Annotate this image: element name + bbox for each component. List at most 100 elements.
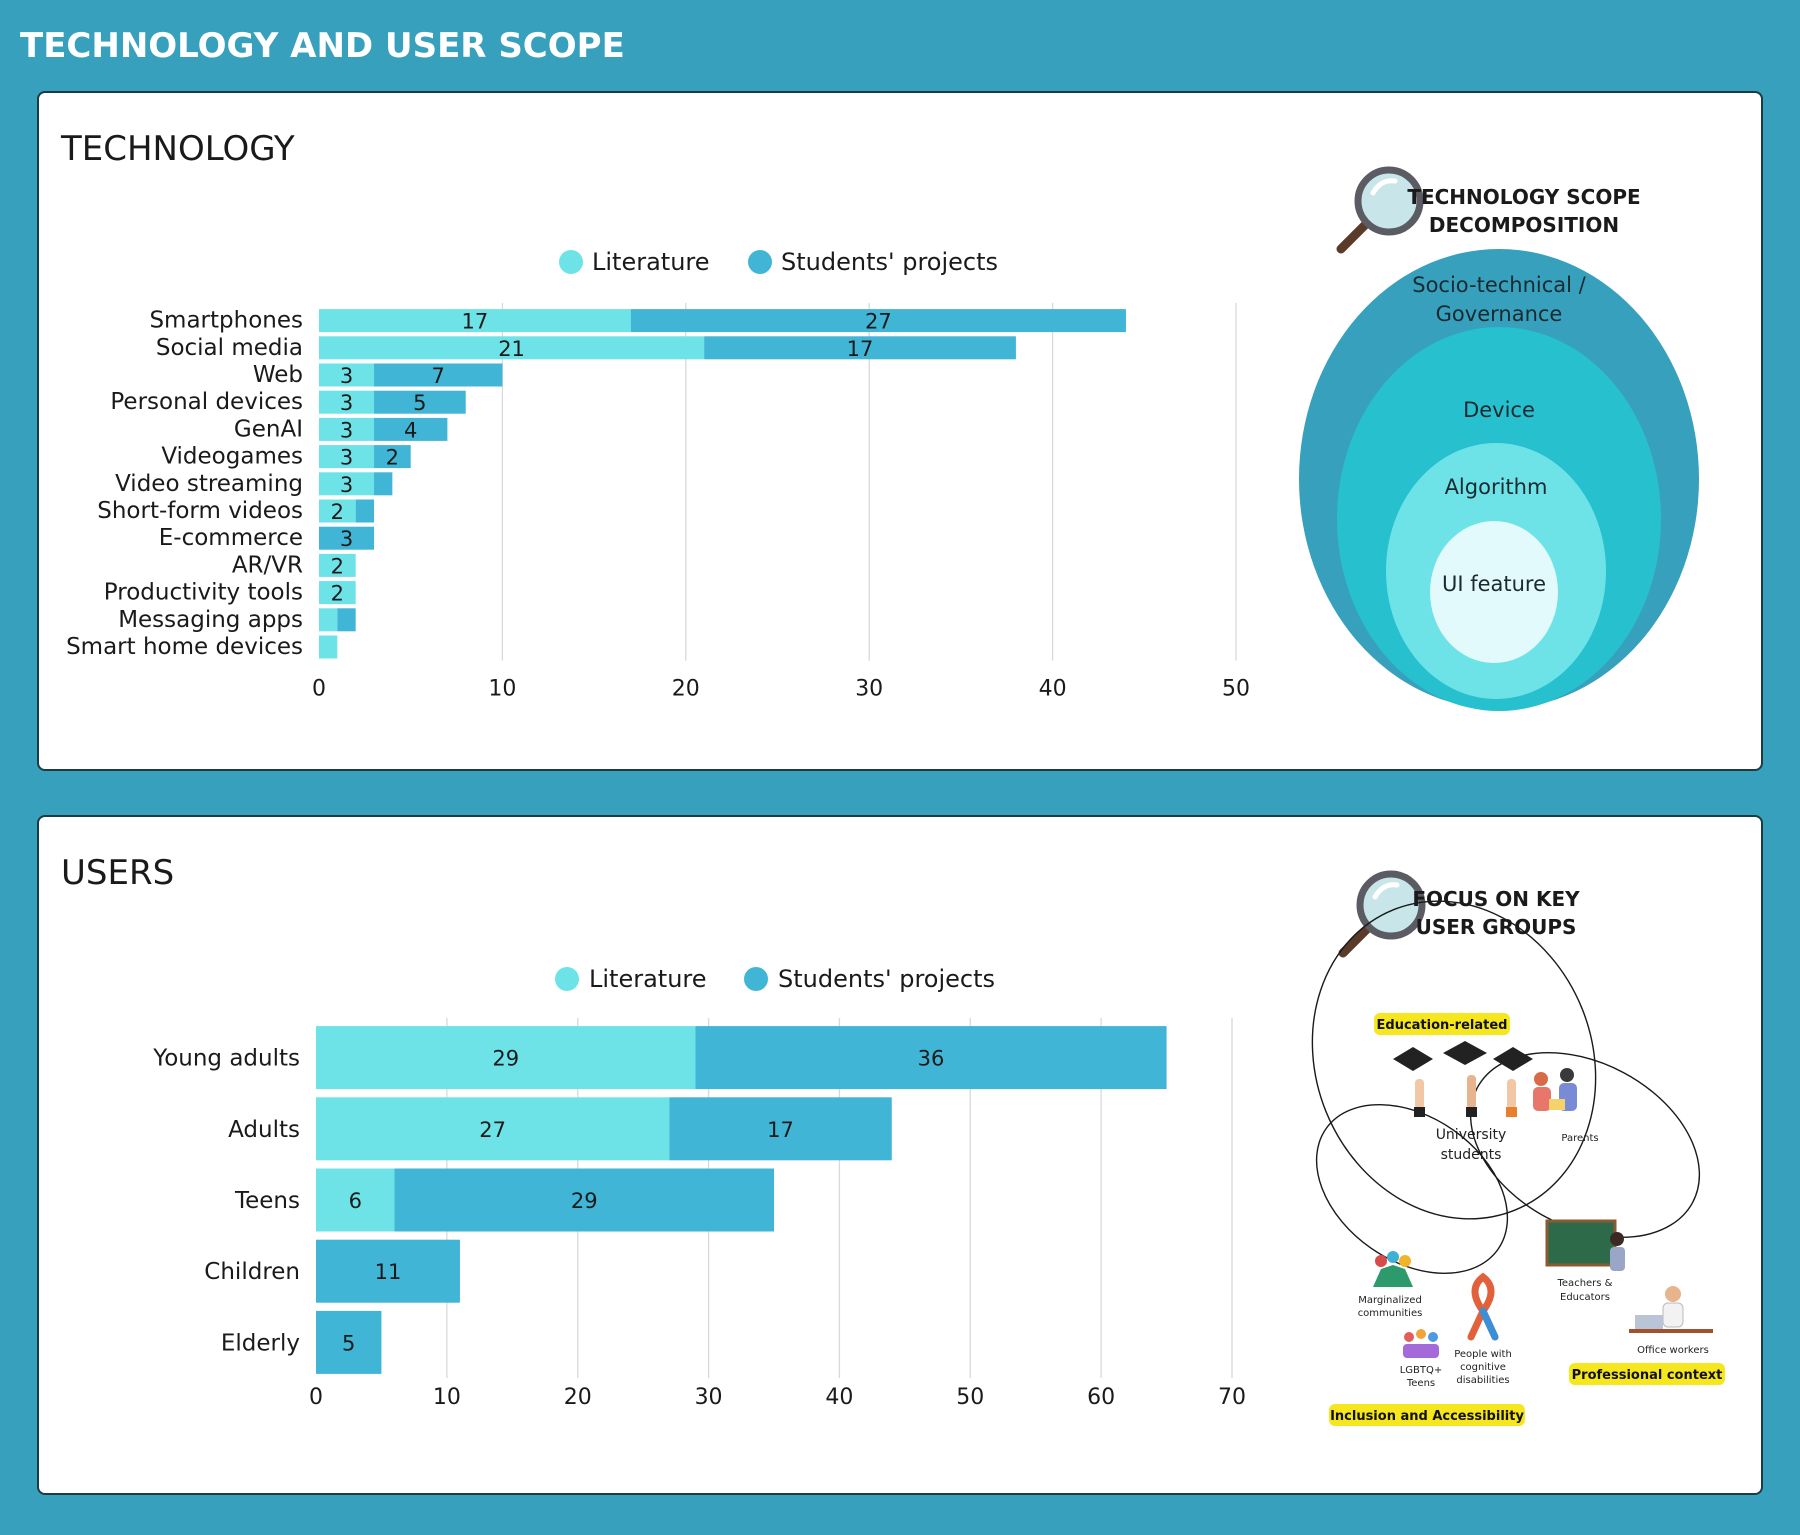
bar-segment — [319, 336, 705, 360]
users-panel: USERS 0 10 20 30 40 50 60 70 Young adults 29 36 Adu… — [37, 815, 1763, 1495]
bar-value-label: 6 — [349, 1189, 362, 1213]
bar-segment — [319, 608, 338, 632]
group-teachers-line1: Teachers & — [1557, 1278, 1613, 1289]
x-tick-label: 20 — [564, 1385, 592, 1410]
bar-segment — [669, 1097, 892, 1161]
tag-inclusion: Inclusion and Accessibility — [1330, 1409, 1524, 1424]
users-title: USERS — [61, 853, 175, 893]
bar-value-label: 3 — [340, 364, 353, 388]
ring-label-algorithm: Algorithm — [1445, 475, 1548, 499]
bar-segment — [704, 336, 1016, 360]
category-label: Personal devices — [110, 389, 303, 415]
category-label: GenAI — [234, 416, 303, 442]
category-label: Elderly — [221, 1330, 300, 1356]
bar-value-label: 17 — [847, 337, 874, 361]
bar-value-label: 17 — [462, 310, 489, 334]
legend-students-swatch — [744, 967, 768, 991]
legend-students-swatch — [748, 250, 772, 274]
users-side-heading-line2: USER GROUPS — [1416, 915, 1577, 939]
bar-segment — [319, 635, 338, 659]
group-office-workers: Office workers — [1637, 1345, 1709, 1356]
technology-panel: TECHNOLOGY 0 10 20 30 40 50 Smartphones 17 27 Soc… — [37, 91, 1763, 771]
ring-label-socio-technical: Socio-technical / — [1412, 273, 1586, 297]
ring-label-device: Device — [1463, 398, 1535, 422]
bar-segment — [319, 499, 356, 523]
bar-value-label: 27 — [479, 1118, 506, 1142]
legend-literature-swatch — [555, 967, 579, 991]
x-tick-label: 10 — [488, 677, 516, 702]
magnifier-icon — [1338, 870, 1426, 958]
category-label: AR/VR — [232, 552, 303, 578]
x-tick-label: 50 — [956, 1385, 984, 1410]
bar-segment — [374, 363, 503, 387]
x-tick-label: 70 — [1218, 1385, 1246, 1410]
category-label: Smartphones — [149, 308, 303, 334]
bar-segment — [630, 309, 1126, 333]
technology-title: TECHNOLOGY — [61, 129, 295, 169]
bar-segment — [316, 1310, 382, 1374]
x-tick-label: 0 — [312, 677, 326, 702]
bar-segment — [319, 309, 631, 333]
bar-value-label: 29 — [492, 1047, 519, 1071]
bar-segment — [374, 472, 393, 496]
x-tick-label: 30 — [855, 677, 883, 702]
bar-value-label: 17 — [767, 1118, 794, 1142]
bar-segment — [319, 472, 375, 496]
bar-segment — [319, 581, 356, 605]
category-label: Short-form videos — [97, 498, 303, 524]
bar-value-label: 21 — [498, 337, 525, 361]
lgbtq-teens-icon — [1403, 1329, 1439, 1358]
user-groups-diagram: University students Parents Teachers & E… — [1311, 900, 1725, 1426]
bar-segment — [319, 390, 375, 414]
group-marginalized-line1: Marginalized — [1358, 1295, 1422, 1306]
bar-segment — [374, 390, 466, 414]
category-label: Messaging apps — [118, 607, 303, 633]
technology-legend: Literature Students' projects — [559, 248, 998, 276]
ring-label-ui-feature: UI feature — [1442, 572, 1546, 596]
group-marginalized-line2: communities — [1358, 1308, 1423, 1319]
ring-ui-feature — [1430, 521, 1558, 663]
bar-value-label: 36 — [918, 1047, 945, 1071]
office-worker-icon — [1629, 1286, 1713, 1333]
category-label: Videogames — [161, 444, 303, 470]
awareness-ribbon-icon — [1467, 1272, 1499, 1341]
tag-professional: Professional context — [1572, 1368, 1723, 1383]
x-tick-label: 0 — [309, 1385, 323, 1410]
bar-segment — [319, 417, 375, 441]
bar-value-label: 5 — [413, 391, 426, 415]
x-tick-label: 60 — [1087, 1385, 1115, 1410]
bar-segment — [316, 1168, 395, 1232]
bar-value-label: 2 — [331, 500, 344, 524]
parents-icon — [1533, 1068, 1577, 1111]
tag-education-bg — [1374, 1013, 1510, 1035]
bar-value-label: 3 — [340, 418, 353, 442]
bar-value-label: 4 — [404, 418, 417, 442]
marginalized-communities-icon — [1373, 1251, 1413, 1287]
legend-students-label: Students' projects — [778, 965, 995, 993]
tag-inclusion-bg — [1329, 1404, 1525, 1426]
users-side-heading-line1: FOCUS ON KEY — [1412, 887, 1580, 911]
x-tick-label: 50 — [1222, 677, 1250, 702]
category-label: Adults — [228, 1117, 300, 1143]
bar-segment — [695, 1026, 1167, 1090]
ring-label-governance: Governance — [1436, 302, 1563, 326]
group-cognitive-line2: cognitive — [1460, 1362, 1506, 1373]
category-label: Smart home devices — [66, 634, 303, 660]
category-label: Video streaming — [115, 471, 303, 497]
category-label: Productivity tools — [104, 580, 303, 606]
x-tick-label: 40 — [1039, 677, 1067, 702]
bar-value-label: 2 — [331, 554, 344, 578]
bar-segment — [337, 608, 356, 632]
technology-side-heading-line1: TECHNOLOGY SCOPE — [1407, 185, 1640, 209]
category-label: Social media — [156, 335, 303, 361]
bar-value-label: 5 — [342, 1331, 355, 1355]
tag-professional-bg — [1569, 1363, 1725, 1385]
group-lgbtq-line2: Teens — [1406, 1378, 1435, 1389]
inclusion-ellipse — [1315, 1104, 1509, 1274]
bar-segment — [319, 553, 356, 577]
bar-value-label: 2 — [386, 446, 399, 470]
group-cognitive-line3: disabilities — [1456, 1375, 1509, 1386]
